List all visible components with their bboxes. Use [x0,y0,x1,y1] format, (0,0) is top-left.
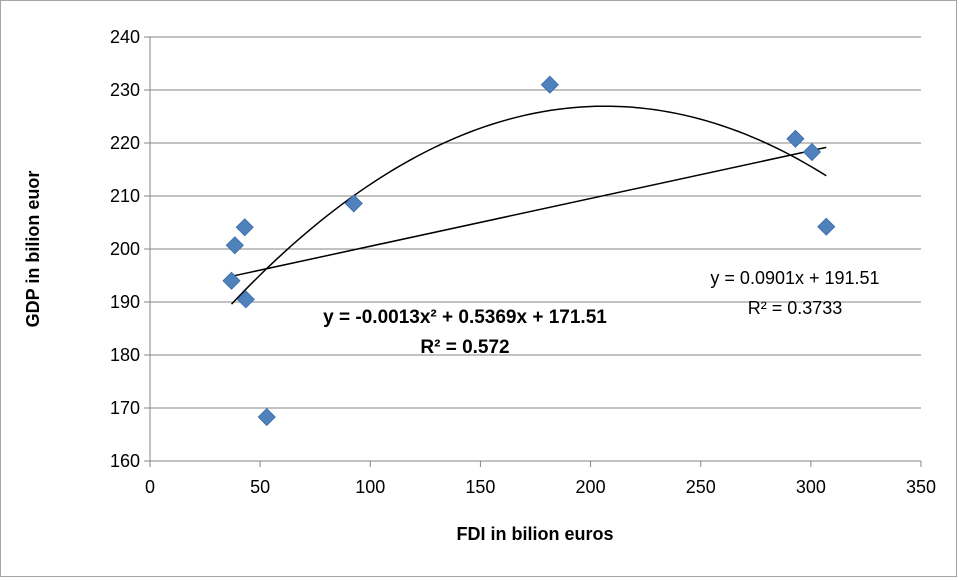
y-tick-label: 160 [110,451,140,471]
data-point [225,236,244,255]
y-tick-label: 170 [110,398,140,418]
polynomial-trendline-equation: y = -0.0013x² + 0.5369x + 171.51 [323,307,607,328]
data-point [540,75,559,94]
data-point [236,290,255,309]
data-point [786,129,805,148]
y-tick-label: 240 [110,27,140,47]
x-tick-label: 200 [576,477,606,497]
x-tick-label: 350 [906,477,936,497]
linear-trendline-r2: R² = 0.3733 [748,298,843,318]
data-point [235,218,254,237]
data-points [222,75,836,427]
polynomial-trendline-r2: R² = 0.572 [420,337,509,358]
y-tick-label: 230 [110,80,140,100]
x-tick-label: 250 [686,477,716,497]
data-point [802,142,822,162]
y-axis-title: GDP in bilion euor [23,171,43,328]
data-point [344,194,363,213]
y-tick-label: 210 [110,186,140,206]
data-point [817,217,836,236]
x-tick-label: 150 [465,477,495,497]
gridlines [150,36,921,409]
axes: 160 170 180 190 200 210 220 230 240 0 50 100 150 200 2… [110,27,936,497]
y-tick-label: 180 [110,345,140,365]
x-tick-label: 0 [145,477,155,497]
data-point [222,271,241,290]
y-tick-label: 190 [110,292,140,312]
trendlines [230,105,827,305]
x-tick-label: 100 [355,477,385,497]
labels: FDI in bilion euros GDP in bilion euor y… [23,171,880,544]
linear-trendline [231,146,827,278]
linear-trendline-equation: y = 0.0901x + 191.51 [710,268,879,288]
data-point [257,407,276,427]
y-tick-label: 200 [110,239,140,259]
x-tick-label: 50 [250,477,270,497]
polynomial-trendline [230,105,827,305]
x-axis-title: FDI in bilion euros [457,524,614,544]
y-tick-label: 220 [110,133,140,153]
x-tick-label: 300 [796,477,826,497]
